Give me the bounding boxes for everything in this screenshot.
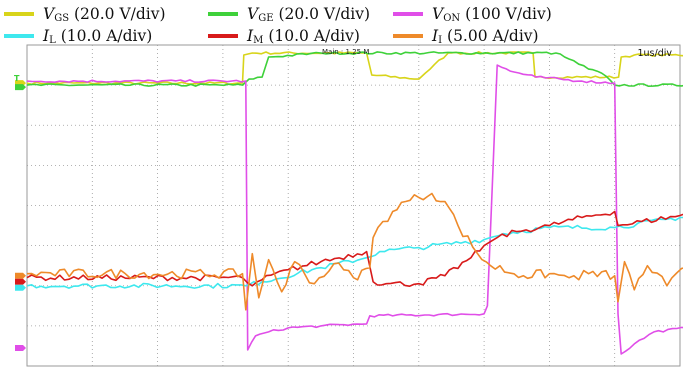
legend-entry-vgs: VGS (20.0 V/div): [4, 3, 166, 25]
trace-von: [26, 64, 683, 355]
trigger-marker-label: T: [14, 74, 20, 83]
trace-im: [26, 210, 683, 288]
timebase-readout: 1us/div: [637, 48, 672, 59]
trace-vge: [26, 51, 683, 87]
chart-legend: VGS (20.0 V/div) VGE (20.0 V/div) VON (1…: [0, 0, 683, 48]
legend-label-von: VON (100 V/div): [432, 4, 552, 24]
legend-label-ii: II (5.00 A/div): [432, 26, 539, 46]
channel-offset-marker: [15, 84, 26, 91]
channel-offset-marker: [15, 272, 26, 279]
legend-entry-von: VON (100 V/div): [393, 3, 552, 25]
legend-swatch-ii: [393, 34, 423, 38]
legend-swatch-il: [4, 34, 34, 38]
legend-label-vgs: VGS (20.0 V/div): [43, 4, 166, 24]
legend-entry-vge: VGE (20.0 V/div): [208, 3, 370, 25]
legend-swatch-im: [208, 34, 238, 38]
channel-markers: [15, 80, 26, 351]
channel-offset-marker: [15, 284, 26, 291]
channel-offset-marker: [15, 278, 26, 285]
legend-swatch-vge: [208, 12, 238, 16]
grid: [27, 45, 680, 366]
legend-label-vge: VGE (20.0 V/div): [247, 4, 371, 24]
main-timebase-label: Main : 1.25 M: [322, 48, 369, 56]
legend-swatch-von: [393, 12, 423, 16]
legend-entry-ii: II (5.00 A/div): [393, 25, 539, 47]
legend-entry-im: IM (10.0 A/div): [208, 25, 360, 47]
channel-offset-marker: [15, 344, 26, 351]
legend-entry-il: IL (10.0 A/div): [4, 25, 152, 47]
legend-label-im: IM (10.0 A/div): [247, 26, 360, 46]
waveform-traces: [26, 50, 683, 355]
trace-il: [26, 216, 683, 289]
trace-vgs: [26, 50, 683, 86]
legend-swatch-vgs: [4, 12, 34, 16]
trace-ii: [26, 192, 683, 311]
legend-label-il: IL (10.0 A/div): [43, 26, 153, 46]
